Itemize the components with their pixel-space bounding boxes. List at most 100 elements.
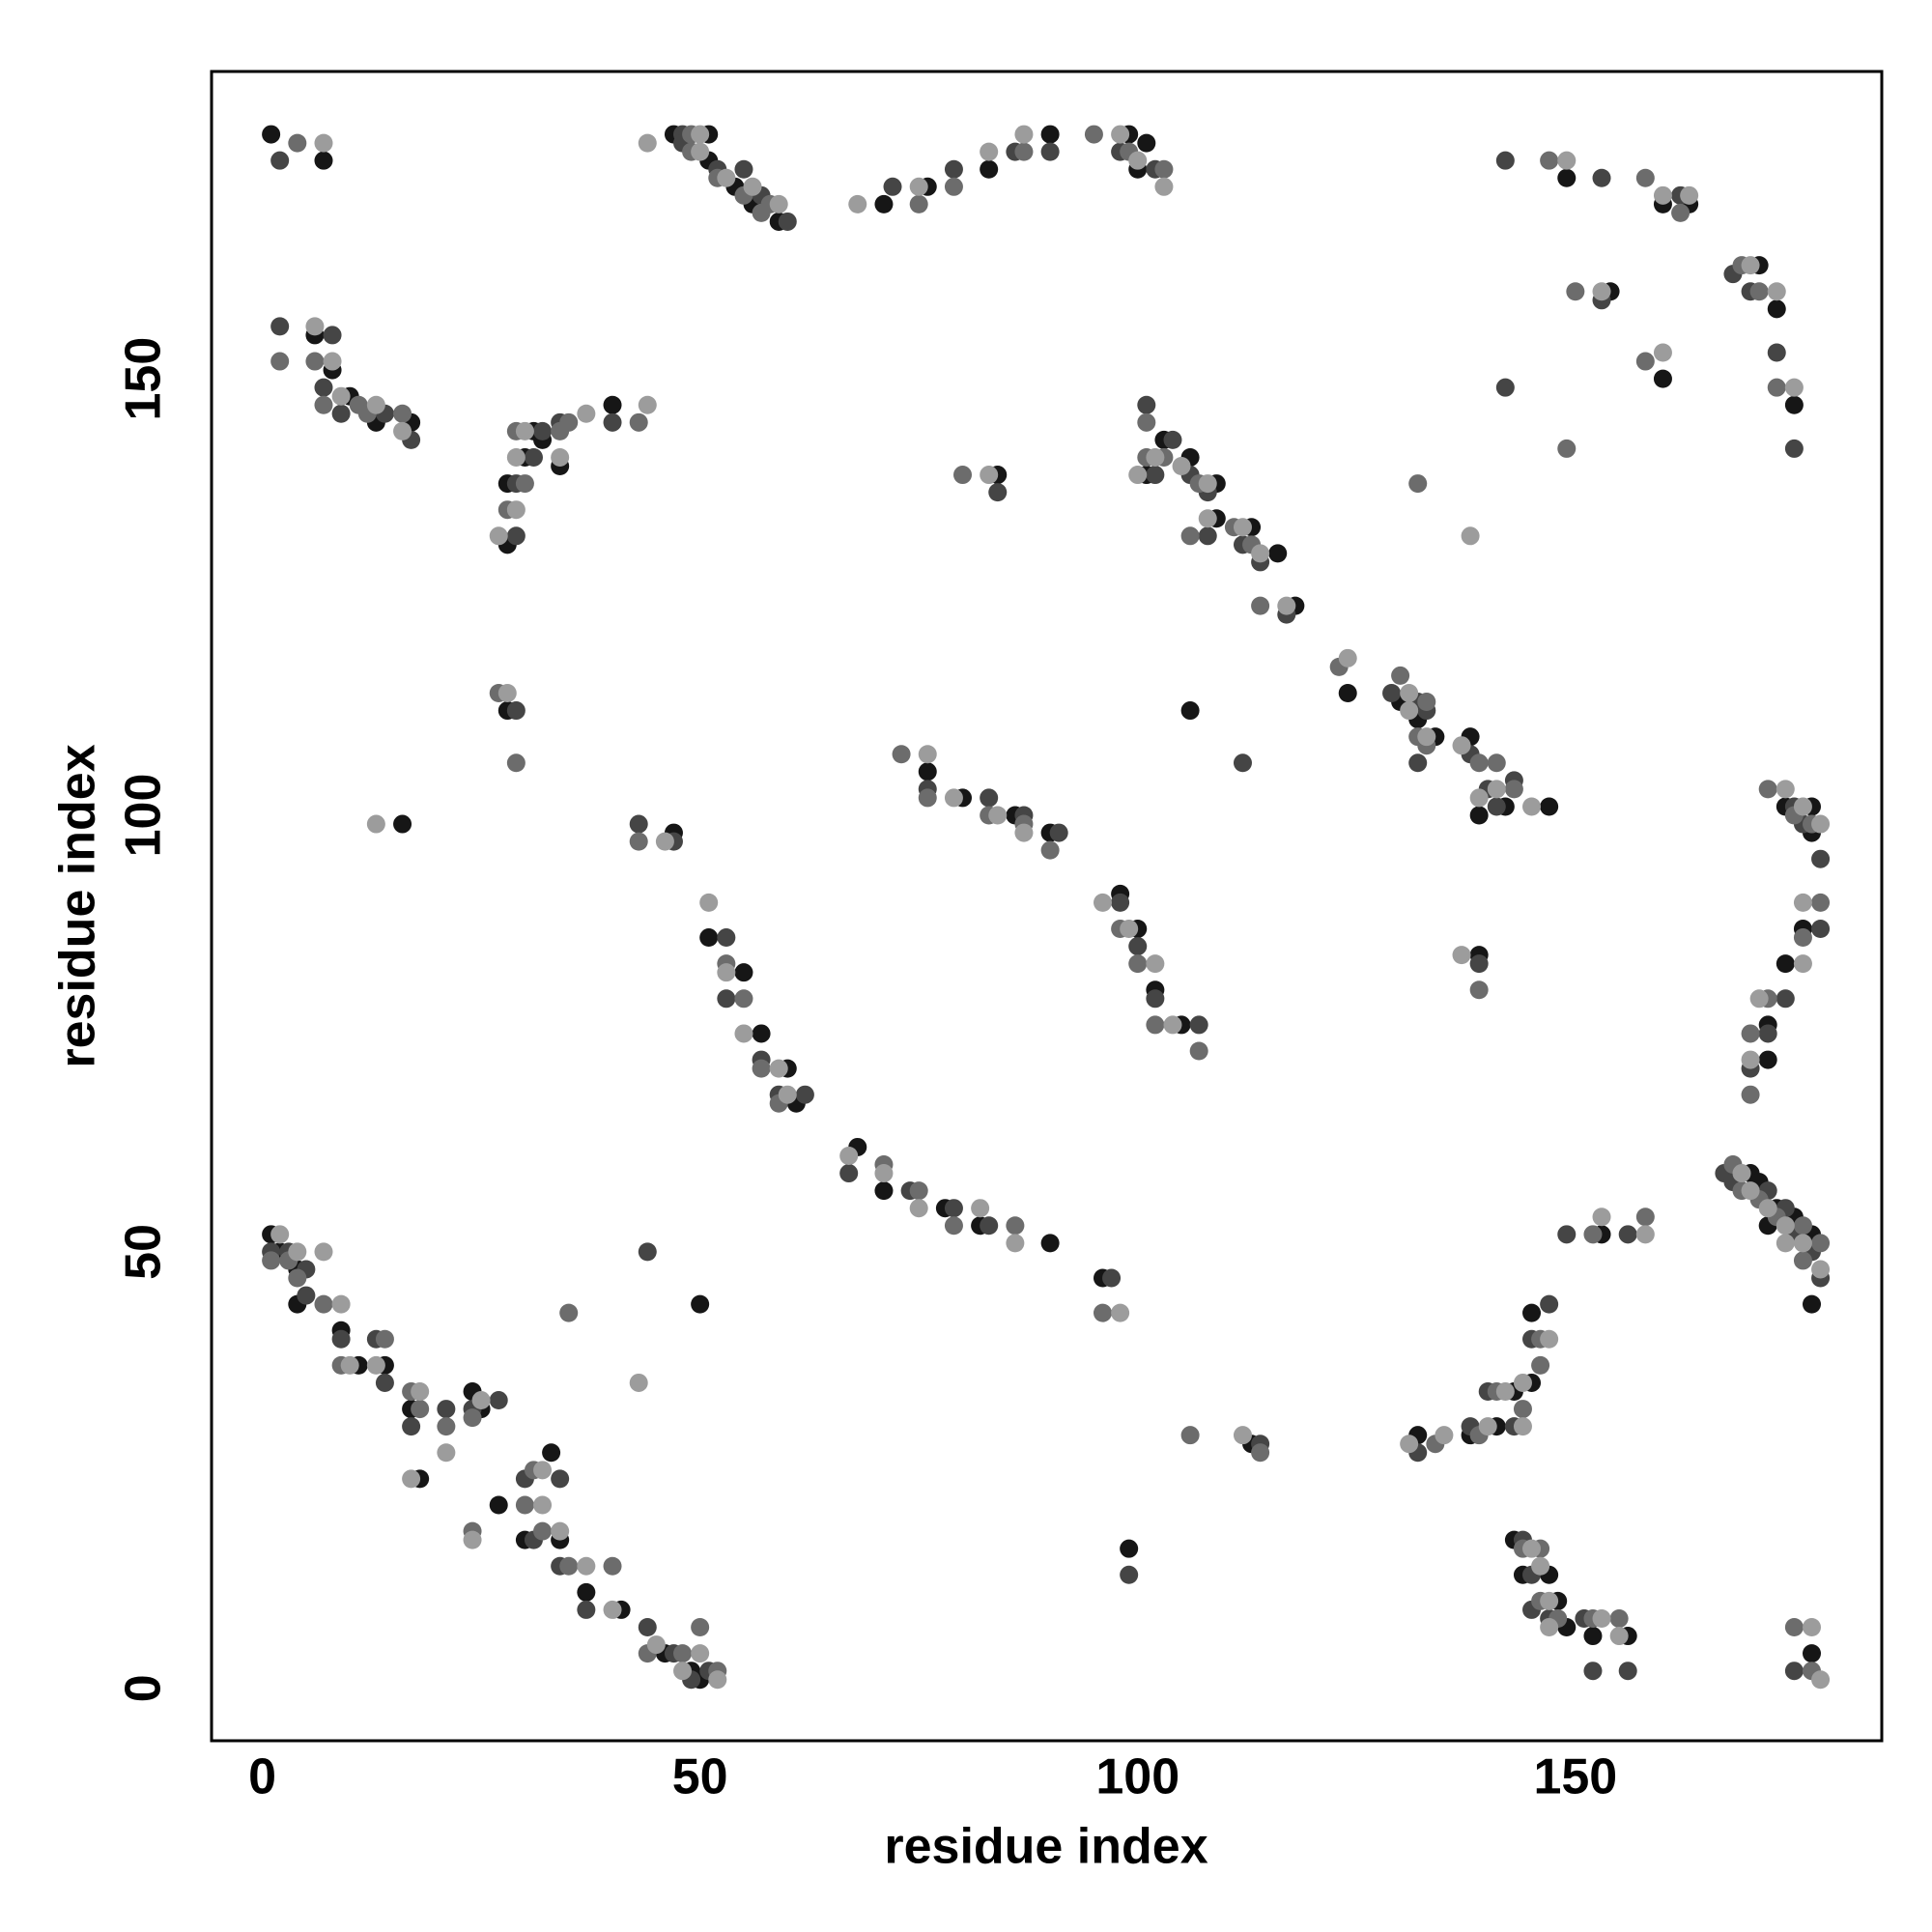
- data-point: [1400, 701, 1419, 721]
- data-point: [691, 142, 710, 161]
- data-point: [874, 1181, 894, 1201]
- data-point: [1137, 133, 1156, 153]
- data-point: [1487, 797, 1506, 816]
- x-tick-label: 0: [248, 1749, 276, 1805]
- data-point: [1154, 159, 1174, 179]
- data-point: [918, 788, 937, 808]
- data-point: [305, 317, 325, 336]
- data-point: [1784, 1618, 1804, 1637]
- data-point: [559, 412, 579, 432]
- data-point: [393, 814, 412, 834]
- data-point: [1154, 177, 1174, 196]
- data-point: [629, 1373, 648, 1392]
- data-point: [980, 466, 999, 485]
- data-point: [1653, 369, 1672, 388]
- data-point: [691, 125, 710, 144]
- data-point: [1741, 1181, 1760, 1201]
- data-point: [533, 1461, 553, 1480]
- data-point: [366, 814, 385, 834]
- data-point: [551, 447, 570, 467]
- data-point: [1014, 142, 1034, 161]
- data-point: [1111, 1303, 1130, 1322]
- data-point: [1040, 142, 1060, 161]
- data-point: [314, 133, 333, 153]
- y-tick-label: 100: [116, 774, 172, 858]
- data-point: [980, 142, 999, 161]
- data-point: [1006, 1216, 1025, 1236]
- y-axis-title: residue index: [50, 744, 106, 1067]
- data-point: [577, 404, 596, 423]
- data-point: [944, 1216, 963, 1236]
- data-point: [1487, 753, 1506, 773]
- data-point: [533, 421, 553, 440]
- data-point: [1540, 1329, 1559, 1349]
- data-point: [883, 177, 902, 196]
- data-point: [340, 1355, 359, 1375]
- data-point: [402, 1469, 421, 1489]
- data-point: [1557, 439, 1577, 458]
- data-point: [778, 212, 797, 231]
- data-point: [1495, 1381, 1515, 1401]
- data-point: [1609, 1627, 1629, 1646]
- data-point: [1084, 125, 1103, 144]
- data-point: [1198, 474, 1217, 494]
- data-point: [314, 395, 333, 414]
- data-point: [463, 1408, 482, 1428]
- data-point: [437, 1443, 456, 1463]
- data-point: [717, 963, 736, 982]
- data-point: [795, 1085, 814, 1104]
- plot-frame: [210, 70, 1884, 1743]
- data-point: [1233, 753, 1252, 773]
- data-point: [1180, 701, 1200, 721]
- data-point: [305, 352, 325, 371]
- data-point: [1635, 1208, 1655, 1227]
- data-point: [918, 745, 937, 764]
- data-point: [437, 1400, 456, 1419]
- data-point: [734, 159, 753, 179]
- data-point: [506, 753, 526, 773]
- data-point: [489, 1391, 508, 1410]
- data-point: [1776, 1234, 1795, 1253]
- data-point: [1040, 125, 1060, 144]
- data-point: [515, 1495, 534, 1515]
- data-point: [1767, 282, 1786, 301]
- data-point: [971, 1199, 990, 1218]
- data-point: [1163, 1015, 1182, 1035]
- data-point: [288, 1268, 307, 1288]
- data-point: [1120, 1539, 1139, 1558]
- data-point: [411, 1381, 430, 1401]
- data-point: [1741, 1085, 1760, 1104]
- data-point: [1469, 980, 1489, 1000]
- data-point: [1146, 989, 1165, 1009]
- data-point: [1811, 893, 1831, 912]
- data-point: [533, 1521, 553, 1541]
- data-point: [393, 404, 412, 423]
- data-point: [1793, 928, 1812, 948]
- data-point: [1093, 1303, 1112, 1322]
- data-point: [1741, 256, 1760, 275]
- data-point: [1513, 1373, 1532, 1392]
- data-point: [1513, 1417, 1532, 1436]
- data-point: [734, 1024, 753, 1043]
- data-point: [1635, 352, 1655, 371]
- data-point: [769, 194, 788, 213]
- data-point: [270, 151, 290, 170]
- data-point: [1251, 1443, 1270, 1463]
- data-point: [1049, 823, 1068, 842]
- data-point: [1417, 693, 1436, 712]
- data-point: [673, 1662, 693, 1681]
- data-point: [1635, 1225, 1655, 1244]
- data-point: [1006, 1234, 1025, 1253]
- data-point: [288, 133, 307, 153]
- data-point: [699, 893, 719, 912]
- data-point: [909, 1199, 928, 1218]
- data-point: [1120, 919, 1139, 938]
- data-point: [524, 447, 543, 467]
- data-point: [646, 1635, 666, 1655]
- data-point: [1793, 1216, 1812, 1236]
- data-point: [270, 1225, 290, 1244]
- data-point: [1522, 797, 1542, 816]
- data-point: [1803, 1644, 1822, 1663]
